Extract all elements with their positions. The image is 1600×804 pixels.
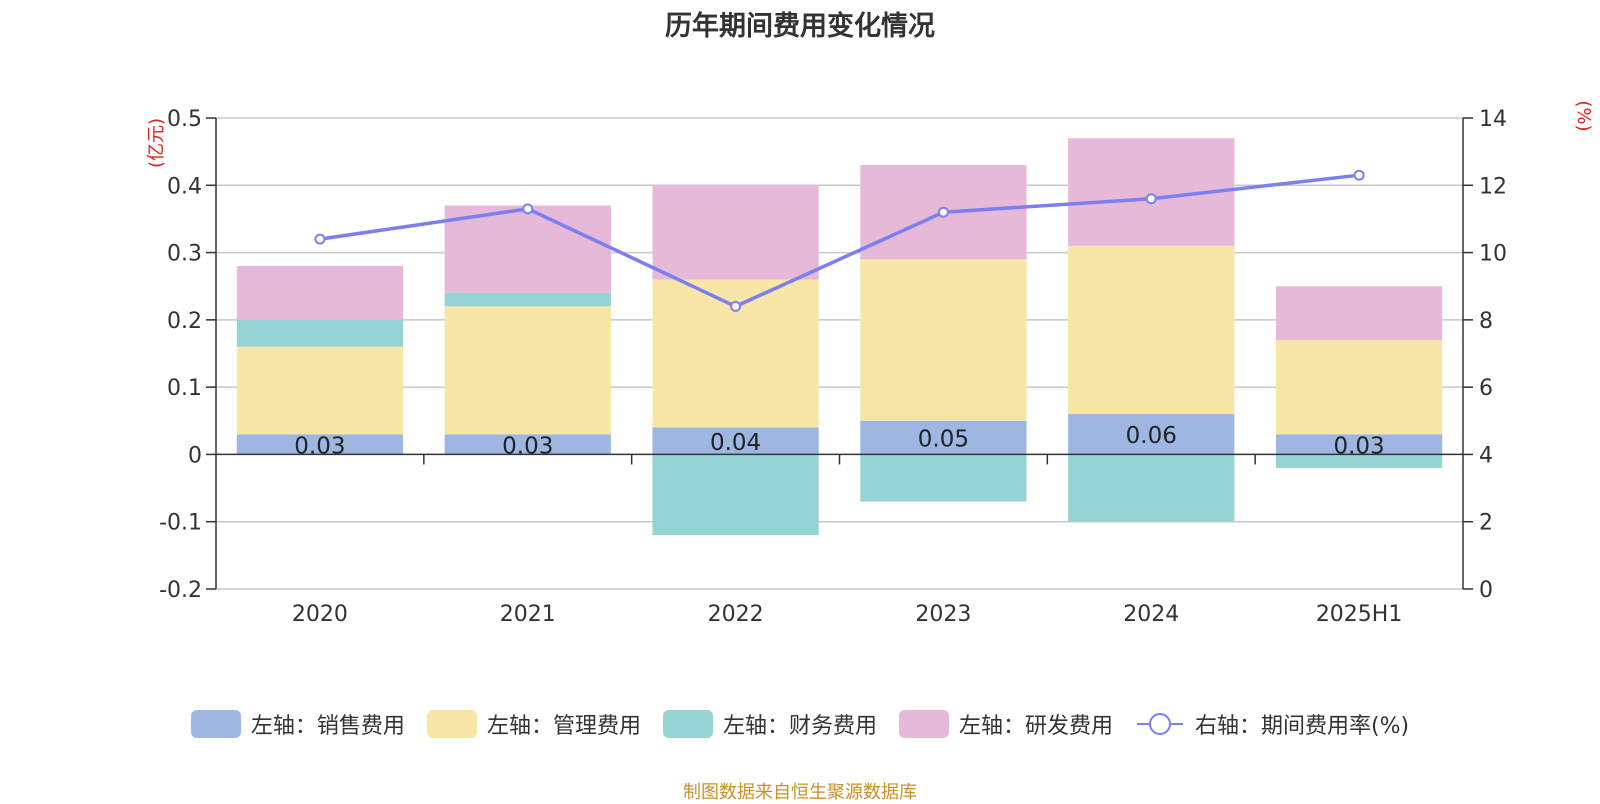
right-tick-label: 2 — [1479, 511, 1493, 536]
x-tick-label: 2023 — [915, 602, 971, 627]
data-source-note: 制图数据来自恒生聚源数据库 — [683, 782, 917, 803]
legend-label: 左轴：销售费用 — [250, 714, 405, 739]
legend-label: 左轴：研发费用 — [958, 714, 1113, 739]
legend-line-marker-icon — [1135, 710, 1185, 738]
right-tick-label: 0 — [1479, 578, 1493, 603]
bar-value-label: 0.03 — [294, 433, 345, 459]
bar — [444, 434, 611, 455]
x-tick-label: 2020 — [292, 602, 348, 627]
left-tick-label: 0 — [188, 443, 202, 468]
bar — [444, 306, 611, 435]
bar-value-label: 0.05 — [918, 427, 969, 453]
right-tick-label: 6 — [1479, 376, 1493, 401]
expense-rate-line — [319, 173, 1360, 309]
x-tick-label: 2021 — [500, 602, 556, 627]
legend-label: 左轴：管理费用 — [486, 714, 641, 739]
bar — [652, 427, 819, 455]
bar-value-label: 0.03 — [502, 433, 553, 459]
bar-value-label: 0.04 — [710, 430, 761, 456]
left-tick-label: 0.4 — [167, 174, 202, 199]
line-point — [1145, 193, 1157, 205]
left-tick-label: -0.1 — [159, 511, 202, 536]
legend-label: 左轴：财务费用 — [722, 714, 877, 739]
legend-item[interactable]: 左轴：销售费用 — [190, 708, 405, 740]
x-tick-label: 2022 — [708, 602, 764, 627]
line-point — [730, 300, 742, 312]
legend: 左轴：销售费用 左轴：管理费用 左轴：财务费用 左轴：研发费用 右轴：期间费用率(%) — [0, 706, 1600, 742]
right-tick-label: 4 — [1479, 443, 1493, 468]
bar-value-label: 0.03 — [1333, 433, 1384, 459]
bar — [860, 420, 1027, 455]
bar — [1275, 340, 1443, 435]
line-point — [1353, 169, 1365, 181]
bar — [444, 292, 611, 307]
left-tick-label: 0.3 — [167, 242, 202, 267]
right-tick-label: 10 — [1479, 242, 1507, 267]
bar — [1275, 286, 1443, 341]
bar — [860, 454, 1027, 502]
line-point — [522, 203, 534, 215]
bar — [1068, 414, 1235, 455]
right-tick-label: 12 — [1479, 174, 1507, 199]
bar — [236, 346, 404, 435]
data-labels: 0.03 0.03 0.04 0.05 0.06 0.03 — [294, 423, 1384, 459]
x-tick-label: 2024 — [1123, 602, 1179, 627]
right-tick-label: 14 — [1479, 107, 1507, 132]
bar-value-label: 0.06 — [1126, 423, 1177, 449]
bar — [236, 266, 404, 320]
legend-label: 右轴：期间费用率(%) — [1194, 714, 1410, 739]
chart-title: 历年期间费用变化情况 — [665, 11, 935, 42]
bar — [1275, 434, 1443, 455]
bar — [1275, 454, 1443, 468]
left-tick-label: -0.2 — [159, 578, 202, 603]
line-point — [314, 233, 326, 245]
legend-item[interactable]: 左轴：管理费用 — [426, 708, 641, 740]
bar — [444, 205, 611, 293]
legend-item[interactable]: 左轴：财务费用 — [662, 708, 877, 740]
left-tick-label: 0.5 — [167, 107, 202, 132]
bar — [1068, 454, 1235, 522]
left-axis-unit-label: (亿元) — [146, 118, 167, 168]
bar — [236, 434, 404, 455]
chart-canvas: -0.2 -0.1 0 0.1 0.2 0.3 0.4 0.5 0 2 4 6 8 10 12 14 2020 2… — [146, 100, 1594, 627]
bar — [1068, 245, 1235, 415]
legend-item[interactable]: 右轴：期间费用率(%) — [1135, 708, 1409, 740]
left-tick-label: 0.2 — [167, 309, 202, 334]
bar — [652, 185, 819, 280]
bar — [652, 454, 819, 536]
bar — [236, 319, 404, 347]
right-tick-label: 8 — [1479, 309, 1493, 334]
axes: -0.2 -0.1 0 0.1 0.2 0.3 0.4 0.5 0 2 4 6 8 10 12 14 2020 2… — [146, 100, 1594, 627]
line-series — [314, 169, 1365, 312]
legend-color-swatch — [426, 710, 477, 738]
legend-item[interactable]: 左轴：研发费用 — [898, 708, 1113, 740]
x-tick-label: 2025H1 — [1316, 602, 1403, 627]
left-tick-label: 0.1 — [167, 376, 202, 401]
legend-color-swatch — [898, 710, 949, 738]
legend-color-swatch — [190, 710, 241, 738]
bar-series — [236, 138, 1443, 536]
bar — [860, 259, 1027, 421]
legend-color-swatch — [662, 710, 713, 738]
right-axis-unit-label: (%) — [1573, 100, 1594, 131]
line-point — [937, 206, 949, 218]
